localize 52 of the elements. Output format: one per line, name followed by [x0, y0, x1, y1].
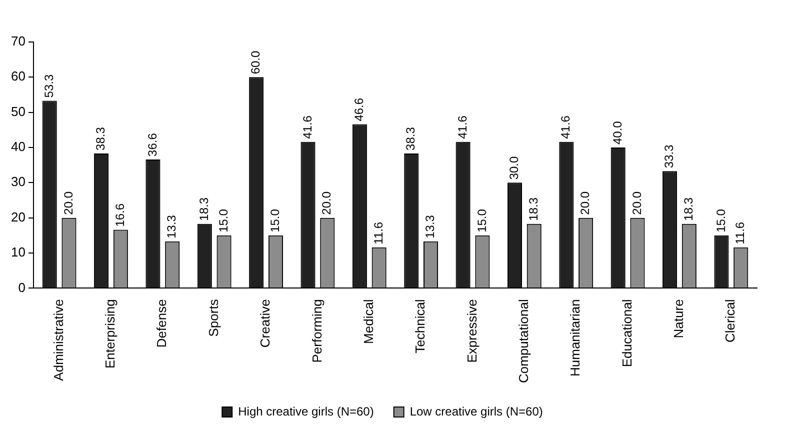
data-label: 60.0 — [248, 50, 263, 74]
data-label: 11.6 — [371, 222, 386, 244]
data-label: 38.3 — [94, 126, 108, 150]
legend-label: Low creative girls (N=60) — [410, 404, 543, 418]
x-tick-label: Nature — [671, 299, 686, 338]
x-tick-label: Defense — [154, 299, 170, 348]
data-label: 11.6 — [733, 222, 748, 244]
x-tick-label: Clerical — [722, 299, 738, 343]
x-tick-label: Computational — [516, 299, 532, 383]
data-label: 41.6 — [300, 115, 314, 139]
data-label: 13.3 — [164, 214, 179, 238]
x-tick-label: Enterprising — [102, 299, 118, 369]
data-label: 15.0 — [216, 208, 230, 232]
data-label: 20.0 — [61, 191, 76, 215]
y-tick-label: 40 — [10, 139, 26, 154]
data-label: 16.6 — [112, 203, 127, 227]
data-label: 13.3 — [423, 214, 438, 238]
x-tick-label: Educational — [619, 299, 634, 368]
x-tick-label: Administrative — [50, 299, 66, 381]
data-label: 38.3 — [404, 126, 418, 150]
data-label: 46.6 — [352, 98, 366, 122]
data-label: 15.0 — [714, 208, 728, 232]
x-tick-label: Performing — [309, 299, 324, 363]
data-label: 18.3 — [196, 197, 211, 221]
x-tick-label: Creative — [258, 299, 273, 348]
y-tick-label: 20 — [10, 209, 26, 224]
x-tick-label: Humanitarian — [568, 299, 583, 376]
data-label: 15.0 — [268, 208, 282, 232]
data-label: 41.6 — [558, 115, 573, 139]
data-label: 15.0 — [474, 208, 489, 232]
x-tick-label: Expressive — [464, 299, 480, 363]
data-label: 20.0 — [578, 191, 592, 215]
y-tick-label: 0 — [18, 280, 26, 295]
y-tick-label: 70 — [10, 34, 26, 49]
x-tick-label: Technical — [412, 299, 428, 354]
data-label: 30.0 — [507, 156, 522, 180]
data-label: 41.6 — [455, 115, 470, 139]
data-label: 18.3 — [526, 197, 540, 221]
y-tick-label: 10 — [10, 244, 26, 260]
y-tick-label: 50 — [10, 104, 26, 119]
data-label: 20.0 — [320, 191, 334, 215]
x-tick-label: Medical — [360, 299, 376, 344]
x-tick-label: Sports — [206, 298, 221, 337]
data-label: 33.3 — [662, 144, 676, 168]
legend-label: High creative girls (N=60) — [238, 404, 374, 418]
data-label: 53.3 — [42, 74, 56, 98]
data-label: 40.0 — [610, 120, 624, 145]
y-tick-label: 60 — [10, 68, 26, 84]
y-tick-label: 30 — [10, 174, 26, 190]
data-label: 18.3 — [681, 197, 696, 221]
data-label: 36.6 — [145, 132, 160, 156]
data-label: 20.0 — [630, 191, 644, 215]
